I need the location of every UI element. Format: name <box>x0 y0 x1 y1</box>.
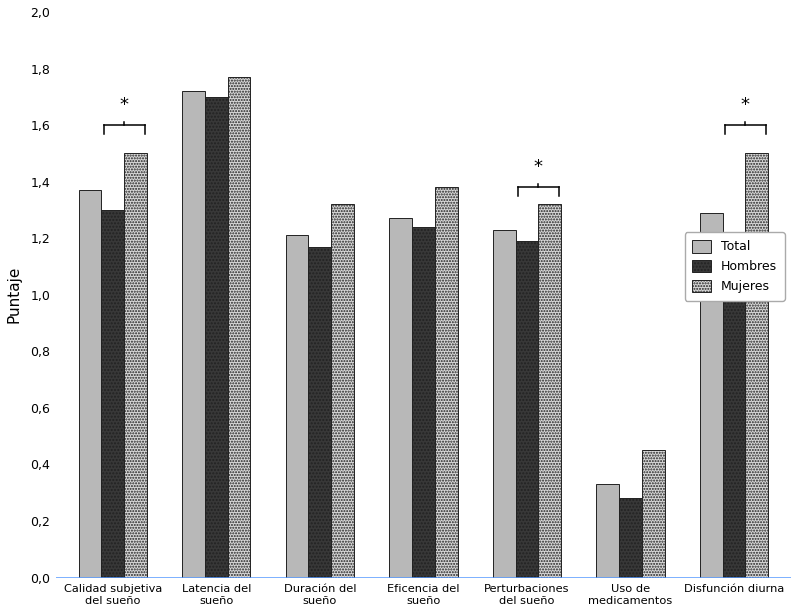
Bar <box>700 213 722 577</box>
Bar <box>493 230 515 577</box>
Bar <box>642 451 665 577</box>
Text: *: * <box>534 158 543 176</box>
Bar <box>538 204 561 577</box>
Bar <box>722 238 746 577</box>
Bar <box>286 235 309 577</box>
Legend: Total, Hombres, Mujeres: Total, Hombres, Mujeres <box>685 232 785 300</box>
Bar <box>102 210 124 577</box>
Bar <box>412 227 434 577</box>
Text: *: * <box>120 96 129 114</box>
Text: *: * <box>741 96 750 114</box>
Bar <box>182 91 205 577</box>
Bar <box>309 246 331 577</box>
Bar <box>124 153 147 577</box>
Bar <box>434 187 458 577</box>
Bar <box>746 153 768 577</box>
Bar <box>596 484 619 577</box>
Bar <box>619 498 642 577</box>
Bar <box>78 190 102 577</box>
Y-axis label: Puntaje: Puntaje <box>7 266 22 324</box>
Bar <box>228 77 250 577</box>
Bar <box>515 241 538 577</box>
Bar <box>205 97 228 577</box>
Bar <box>331 204 354 577</box>
Bar <box>390 218 412 577</box>
